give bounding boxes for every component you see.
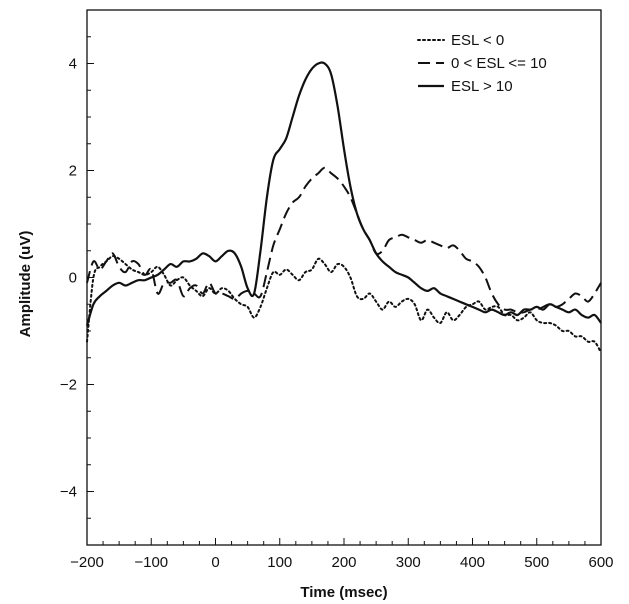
- y-tick-label: 0: [69, 270, 77, 287]
- y-tick-label: −2: [60, 377, 77, 394]
- legend-label: 0 < ESL <= 10: [451, 55, 547, 72]
- x-tick-label: 400: [460, 554, 485, 571]
- y-tick-label: 4: [69, 56, 77, 73]
- plot-border: [86, 9, 602, 546]
- x-tick-label: 300: [396, 554, 421, 571]
- x-tick-label: 600: [588, 554, 613, 571]
- y-axis-title: Amplitude (uV): [17, 231, 34, 338]
- y-tick-label: −4: [60, 484, 77, 501]
- y-axis: −4 −2 0 2 4: [60, 9, 94, 546]
- plot-area: [86, 9, 602, 546]
- x-axis-title: Time (msec): [300, 584, 387, 601]
- x-tick-label: 500: [524, 554, 549, 571]
- x-tick-label: 200: [331, 554, 356, 571]
- x-tick-label: 100: [267, 554, 292, 571]
- series-line-solid: [85, 61, 602, 326]
- x-tick-label: −100: [134, 554, 168, 571]
- series-layer: [85, 61, 602, 354]
- series-line-dotted: [86, 255, 602, 354]
- x-tick-label: −200: [70, 554, 104, 571]
- legend-label: ESL > 10: [451, 78, 513, 95]
- y-tick-label: 2: [69, 163, 77, 180]
- legend-label: ESL < 0: [451, 32, 504, 49]
- x-axis: −200 −100 0 100 200 300 400 500 600: [70, 538, 614, 571]
- x-tick-label: 0: [211, 554, 219, 571]
- series-line-dashed: [86, 166, 602, 314]
- legend: ESL < 0 0 < ESL <= 10 ESL > 10: [417, 32, 547, 95]
